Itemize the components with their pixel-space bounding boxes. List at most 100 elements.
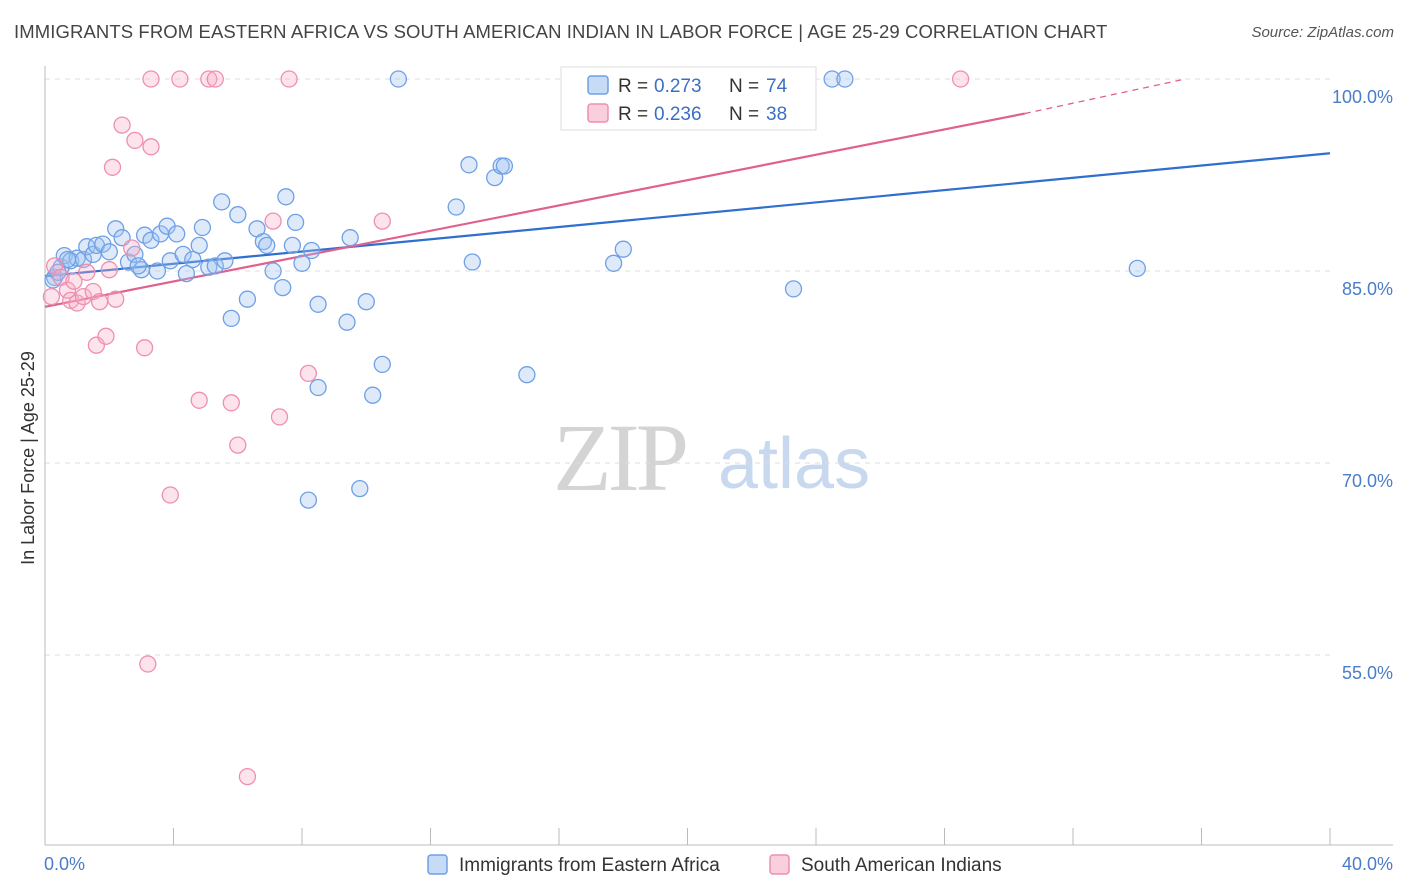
point-eastern-africa-10 <box>100 243 118 261</box>
bottom-legend: Immigrants from Eastern Africa South Ame… <box>427 854 1002 876</box>
point-south-american-indian-29 <box>229 436 247 454</box>
point-south-american-indian-11 <box>90 293 109 311</box>
point-south-american-indian-23 <box>161 486 179 504</box>
bottom-legend-swatch-blue <box>427 854 448 875</box>
watermark-zip: ZIP <box>553 404 686 511</box>
point-eastern-africa-38 <box>264 262 282 280</box>
bottom-legend-label-pink: South American Indians <box>801 855 1002 876</box>
point-eastern-africa-11 <box>107 220 125 238</box>
gridlines <box>45 78 1330 656</box>
chart-title: IMMIGRANTS FROM EASTERN AFRICA VS SOUTH … <box>14 21 1108 42</box>
point-eastern-africa-60 <box>495 157 514 175</box>
point-south-american-indian-13 <box>100 261 118 279</box>
point-south-american-indian-0 <box>42 287 61 306</box>
point-eastern-africa-22 <box>168 225 186 243</box>
point-eastern-africa-34 <box>238 290 257 308</box>
point-eastern-africa-27 <box>193 218 212 237</box>
point-south-american-indian-26 <box>200 70 218 88</box>
axes <box>44 66 1393 846</box>
point-eastern-africa-73 <box>129 257 147 275</box>
y-tick-label-1: 85.0% <box>1342 279 1393 299</box>
legend-swatch-pink <box>587 103 609 123</box>
point-eastern-africa-69 <box>1128 259 1146 278</box>
point-south-american-indian-9 <box>84 282 102 301</box>
point-eastern-africa-17 <box>142 231 160 249</box>
bottom-legend-swatch-pink <box>769 854 790 875</box>
point-eastern-africa-43 <box>293 254 311 272</box>
point-eastern-africa-33 <box>229 206 247 224</box>
watermark-atlas: atlas <box>718 424 870 504</box>
point-eastern-africa-68 <box>836 70 854 88</box>
point-south-american-indian-8 <box>78 263 96 281</box>
point-south-american-indian-21 <box>142 138 160 156</box>
point-south-american-indian-34 <box>299 364 318 383</box>
point-eastern-africa-18 <box>148 262 167 280</box>
point-eastern-africa-50 <box>357 293 375 311</box>
point-south-american-indian-12 <box>97 327 115 345</box>
stats-legend: R = 0.273 N = 74 R = 0.236 N = 38 <box>560 66 817 131</box>
point-south-american-indian-18 <box>126 131 144 150</box>
point-eastern-africa-44 <box>302 241 321 260</box>
y-tick-label-0: 100.0% <box>1332 87 1393 107</box>
point-eastern-africa-51 <box>364 386 382 404</box>
x-tick-label-0: 0.0% <box>44 854 85 874</box>
data-points <box>42 70 1146 786</box>
point-eastern-africa-24 <box>177 264 196 283</box>
trend-line-extension-pink <box>1024 78 1186 115</box>
y-axis-label: In Labor Force | Age 25-29 <box>18 351 38 565</box>
point-eastern-africa-49 <box>341 229 359 247</box>
point-eastern-africa-56 <box>460 156 478 174</box>
point-eastern-africa-31 <box>216 252 234 270</box>
point-eastern-africa-23 <box>174 245 192 264</box>
point-south-american-indian-24 <box>171 70 189 88</box>
point-south-american-indian-7 <box>74 287 93 306</box>
point-south-american-indian-25 <box>190 391 208 409</box>
point-eastern-africa-37 <box>258 236 276 255</box>
legend-r-value-2: 0.236 <box>654 104 702 125</box>
point-eastern-africa-63 <box>604 254 623 272</box>
point-south-american-indian-35 <box>373 212 391 230</box>
point-south-american-indian-5 <box>65 272 83 290</box>
point-eastern-africa-46 <box>309 378 327 397</box>
point-eastern-africa-54 <box>389 70 408 88</box>
point-eastern-africa-39 <box>274 278 292 297</box>
legend-n-label-1: N = <box>729 76 759 97</box>
legend-n-value-1: 74 <box>766 76 788 97</box>
legend-n-value-2: 38 <box>766 104 787 125</box>
point-eastern-africa-25 <box>184 250 202 269</box>
point-south-american-indian-6 <box>68 294 86 312</box>
point-eastern-africa-61 <box>518 366 536 384</box>
point-south-american-indian-15 <box>103 158 122 176</box>
point-eastern-africa-26 <box>190 236 208 255</box>
point-eastern-africa-29 <box>206 257 224 275</box>
y-tick-label-2: 70.0% <box>1342 471 1393 491</box>
point-eastern-africa-45 <box>309 295 327 313</box>
point-eastern-africa-32 <box>222 309 240 328</box>
legend-r-label-2: R = <box>618 104 648 125</box>
point-south-american-indian-27 <box>206 70 224 88</box>
point-south-american-indian-32 <box>270 408 289 426</box>
tick-labels: 100.0% 85.0% 70.0% 55.0% 0.0% 40.0% <box>44 87 1393 874</box>
point-eastern-africa-48 <box>338 313 356 331</box>
point-eastern-africa-41 <box>283 236 302 255</box>
point-eastern-africa-53 <box>351 479 369 498</box>
point-south-american-indian-17 <box>123 239 141 257</box>
point-eastern-africa-57 <box>463 253 481 271</box>
point-south-american-indian-14 <box>107 290 125 308</box>
point-south-american-indian-3 <box>58 281 77 299</box>
point-eastern-africa-40 <box>277 188 295 206</box>
watermark: ZIP atlas <box>553 404 870 511</box>
y-tick-label-3: 55.0% <box>1342 663 1393 683</box>
point-eastern-africa-52 <box>373 355 391 374</box>
point-south-american-indian-19 <box>135 339 154 357</box>
point-eastern-africa-66 <box>784 280 803 298</box>
legend-r-value-1: 0.273 <box>654 76 702 97</box>
point-south-american-indian-28 <box>222 394 240 412</box>
point-eastern-africa-47 <box>299 491 318 509</box>
point-south-american-indian-33 <box>280 70 298 88</box>
point-eastern-africa-42 <box>286 213 305 232</box>
legend-r-label-1: R = <box>618 76 648 97</box>
point-south-american-indian-31 <box>264 212 282 230</box>
point-eastern-africa-67 <box>823 70 841 88</box>
